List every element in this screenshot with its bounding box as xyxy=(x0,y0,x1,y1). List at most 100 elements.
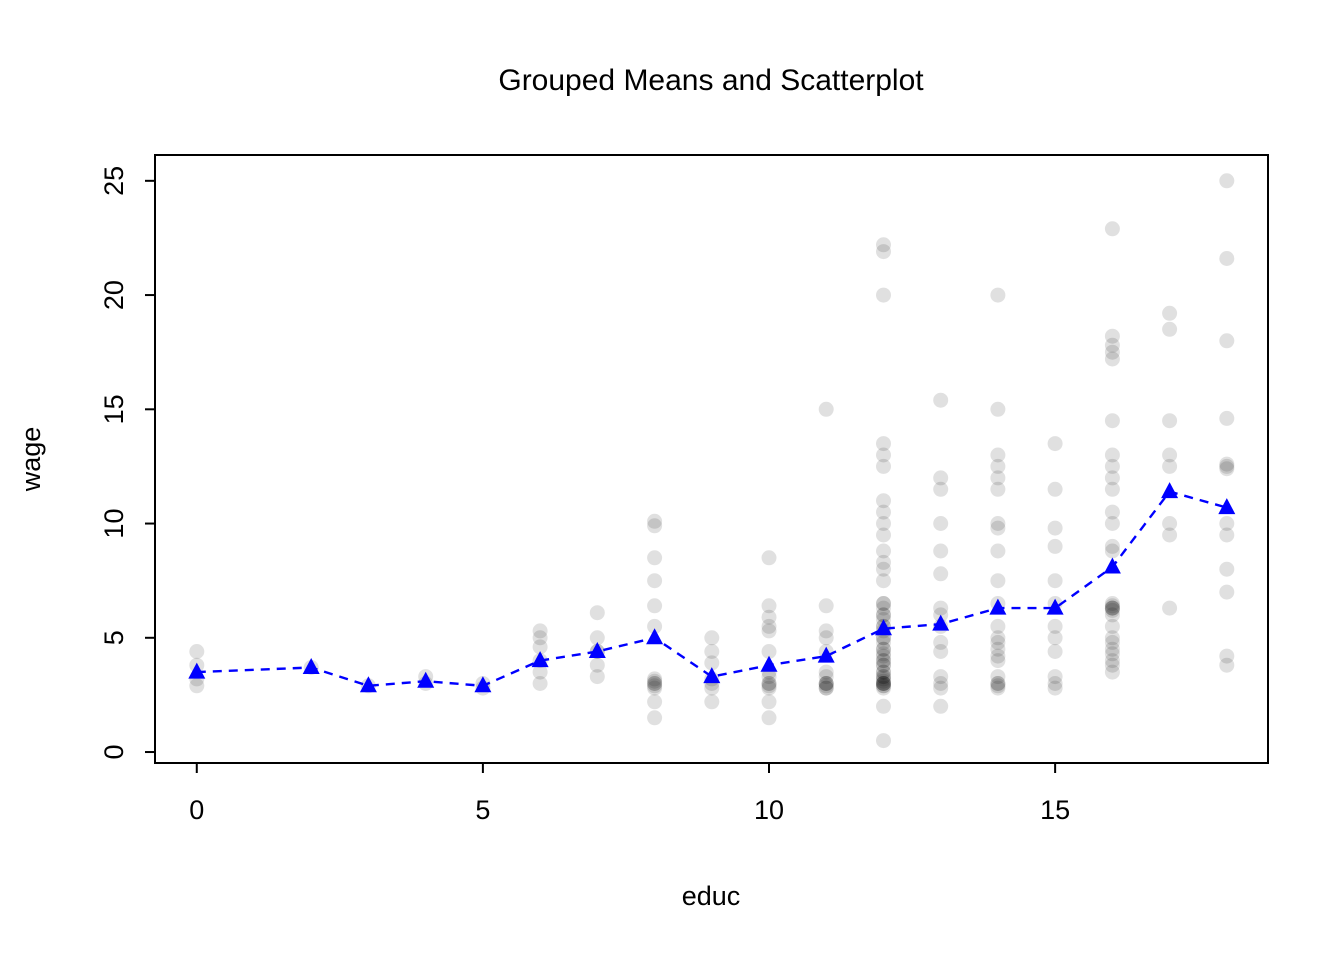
scatter-point xyxy=(1162,516,1178,531)
y-tick-label: 20 xyxy=(99,280,129,310)
scatter-point xyxy=(1104,458,1120,474)
scatter-point xyxy=(876,664,891,680)
scatter-point xyxy=(647,673,663,689)
scatter-point xyxy=(990,648,1006,664)
scatter-point xyxy=(990,516,1006,531)
scatter-point xyxy=(818,669,834,685)
scatter-point xyxy=(1219,584,1235,600)
scatter-point xyxy=(1162,527,1178,543)
scatter-point xyxy=(1219,456,1235,472)
scatter-point xyxy=(933,680,949,696)
scatter-point xyxy=(876,237,891,253)
scatter-point xyxy=(876,669,891,685)
scatter-point xyxy=(1104,600,1120,616)
scatter-point xyxy=(876,653,891,669)
scatter-point xyxy=(990,680,1006,696)
mean-triangle-marker xyxy=(1218,498,1236,515)
scatter-point xyxy=(704,644,720,659)
scatter-point xyxy=(933,676,949,691)
scatter-point xyxy=(761,618,777,634)
mean-triangle-marker xyxy=(703,667,721,684)
scatter-point xyxy=(1104,607,1120,623)
x-axis-label: educ xyxy=(682,881,741,911)
scatter-point xyxy=(876,641,891,657)
scatter-point xyxy=(990,481,1006,497)
scatter-point xyxy=(1104,504,1120,520)
scatter-point xyxy=(532,623,548,639)
scatter-point xyxy=(876,543,891,559)
scatter-point xyxy=(761,598,777,614)
scatter-point xyxy=(1162,447,1178,463)
scatter-point xyxy=(990,470,1006,486)
scatter-point xyxy=(876,244,891,260)
scatter-point xyxy=(1047,436,1063,452)
scatter-point xyxy=(876,733,891,749)
scatter-point xyxy=(1047,573,1063,589)
scatter-point xyxy=(1219,461,1235,477)
scatter-point xyxy=(876,436,891,452)
scatter-point xyxy=(990,676,1006,691)
scatter-point xyxy=(761,550,777,566)
y-tick-label: 15 xyxy=(99,394,129,424)
mean-triangle-marker xyxy=(875,619,892,636)
scatter-point xyxy=(1162,305,1178,321)
scatter-point xyxy=(933,634,949,650)
scatter-point xyxy=(1219,648,1235,664)
scatter-point xyxy=(1047,630,1063,646)
mean-triangle-marker xyxy=(1046,598,1064,615)
scatter-point xyxy=(1162,458,1178,474)
scatter-point xyxy=(818,676,834,691)
scatter-point xyxy=(647,573,663,589)
scatter-point xyxy=(876,573,891,589)
scatter-point xyxy=(876,596,891,611)
scatter-point xyxy=(1104,481,1120,497)
scatter-point xyxy=(933,481,949,497)
scatter-point xyxy=(647,513,663,529)
scatter-point xyxy=(876,653,891,669)
scatter-point xyxy=(876,607,891,623)
mean-line-path xyxy=(196,490,1228,688)
scatter-point xyxy=(990,634,1006,650)
mean-triangle-marker xyxy=(188,662,206,679)
x-tick-label: 5 xyxy=(475,795,490,825)
scatter-point xyxy=(876,669,891,685)
scatter-point xyxy=(818,630,834,646)
scatter-point xyxy=(1104,634,1120,650)
scatter-point xyxy=(876,676,891,691)
scatter-point xyxy=(761,609,777,625)
scatter-point xyxy=(1219,173,1235,189)
scatter-point xyxy=(1104,328,1120,344)
scatter-point xyxy=(990,287,1006,303)
scatter-point xyxy=(818,676,834,691)
scatter-point xyxy=(818,680,834,696)
scatter-point xyxy=(818,401,834,417)
scatter-point xyxy=(1104,598,1120,614)
scatter-point xyxy=(1219,251,1235,266)
mean-triangle-marker xyxy=(932,614,950,631)
scatter-point xyxy=(990,618,1006,634)
mean-line-layer xyxy=(188,482,1236,693)
scatter-point xyxy=(1104,602,1120,618)
scatter-point xyxy=(1104,653,1120,669)
scatter-point xyxy=(761,669,777,685)
scatter-point xyxy=(818,680,834,696)
mean-triangle-marker xyxy=(474,676,492,693)
scatter-point xyxy=(876,678,891,694)
scatter-point xyxy=(1104,516,1120,531)
scatter-point xyxy=(532,639,548,655)
scatter-point xyxy=(1047,644,1063,659)
scatter-points-layer xyxy=(189,173,1235,749)
scatter-point xyxy=(647,618,663,634)
scatter-point xyxy=(704,680,720,696)
scatter-point xyxy=(1104,413,1120,429)
scatter-point xyxy=(876,554,891,570)
scatter-point xyxy=(647,598,663,614)
scatter-point xyxy=(876,676,891,691)
scatter-point xyxy=(647,676,663,691)
y-tick-label: 10 xyxy=(99,509,129,539)
scatter-point xyxy=(647,694,663,710)
scatter-point xyxy=(818,664,834,680)
y-tick-label: 25 xyxy=(99,166,129,196)
scatter-point xyxy=(876,676,891,691)
scatter-point xyxy=(876,698,891,714)
